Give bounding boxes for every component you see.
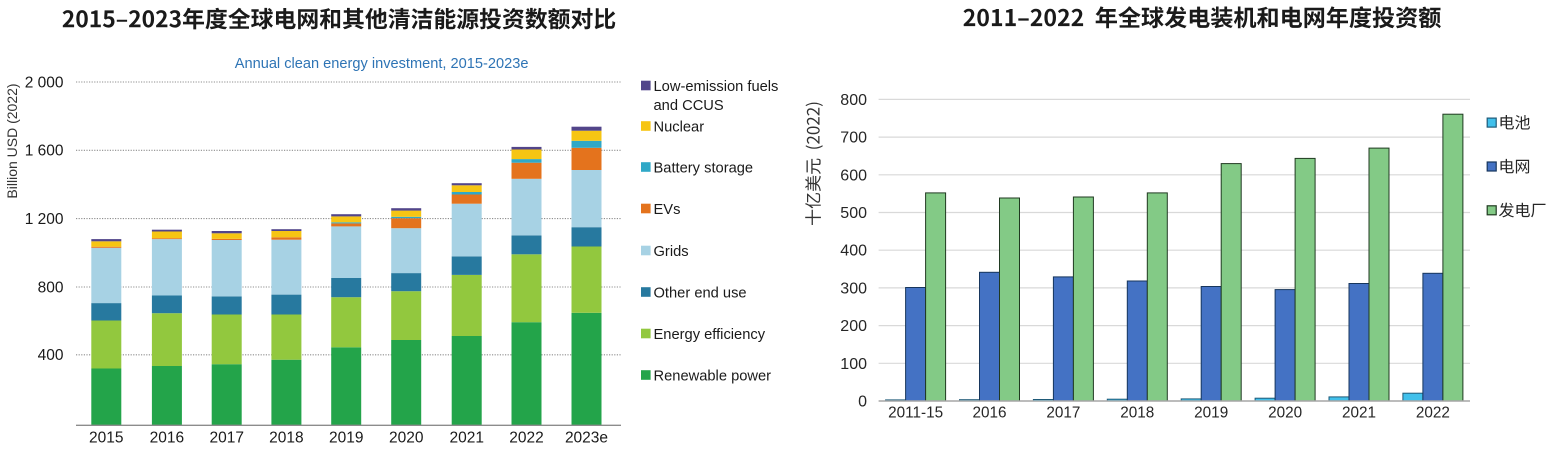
svg-text:2018: 2018 <box>269 430 303 447</box>
svg-text:Grids: Grids <box>654 244 689 260</box>
svg-text:Annual clean energy investment: Annual clean energy investment, 2015-202… <box>235 56 529 72</box>
svg-text:2016: 2016 <box>150 430 184 447</box>
svg-text:2019: 2019 <box>1194 405 1228 422</box>
svg-text:2022: 2022 <box>1416 405 1450 422</box>
svg-text:100: 100 <box>840 356 867 373</box>
svg-text:2019: 2019 <box>329 430 363 447</box>
svg-text:2020: 2020 <box>1268 405 1302 422</box>
svg-text:0: 0 <box>858 394 867 411</box>
svg-text:2016: 2016 <box>972 405 1006 422</box>
svg-text:Billion USD (2022): Billion USD (2022) <box>4 83 20 198</box>
svg-text:2021: 2021 <box>1342 405 1376 422</box>
svg-text:400: 400 <box>840 243 867 260</box>
svg-text:2011-15: 2011-15 <box>888 405 943 422</box>
svg-text:Nuclear: Nuclear <box>654 119 705 135</box>
svg-text:EVs: EVs <box>654 202 681 218</box>
svg-text:800: 800 <box>38 279 64 296</box>
svg-text:2021: 2021 <box>449 430 483 447</box>
svg-text:2018: 2018 <box>1120 405 1154 422</box>
svg-text:Renewable power: Renewable power <box>654 368 772 384</box>
svg-text:300: 300 <box>840 280 867 297</box>
svg-text:2020: 2020 <box>389 430 424 447</box>
svg-text:2017: 2017 <box>209 430 243 447</box>
svg-text:2017: 2017 <box>1046 405 1080 422</box>
svg-text:2 000: 2 000 <box>25 74 64 91</box>
svg-text:200: 200 <box>840 318 867 335</box>
svg-text:2015: 2015 <box>89 430 123 447</box>
svg-text:Other end use: Other end use <box>654 285 747 301</box>
svg-text:2022: 2022 <box>509 430 543 447</box>
svg-text:500: 500 <box>840 205 867 222</box>
svg-text:600: 600 <box>840 167 867 184</box>
svg-text:800: 800 <box>840 92 867 109</box>
svg-text:Energy efficiency: Energy efficiency <box>654 327 766 343</box>
svg-text:1 200: 1 200 <box>25 211 64 228</box>
svg-text:Battery storage: Battery storage <box>654 160 754 176</box>
svg-text:Low-emission fuels: Low-emission fuels <box>654 79 779 95</box>
svg-text:1 600: 1 600 <box>25 143 64 160</box>
svg-text:and CCUS: and CCUS <box>654 98 724 114</box>
svg-text:400: 400 <box>38 347 64 364</box>
svg-text:2023e: 2023e <box>565 430 608 447</box>
svg-text:700: 700 <box>840 130 867 147</box>
